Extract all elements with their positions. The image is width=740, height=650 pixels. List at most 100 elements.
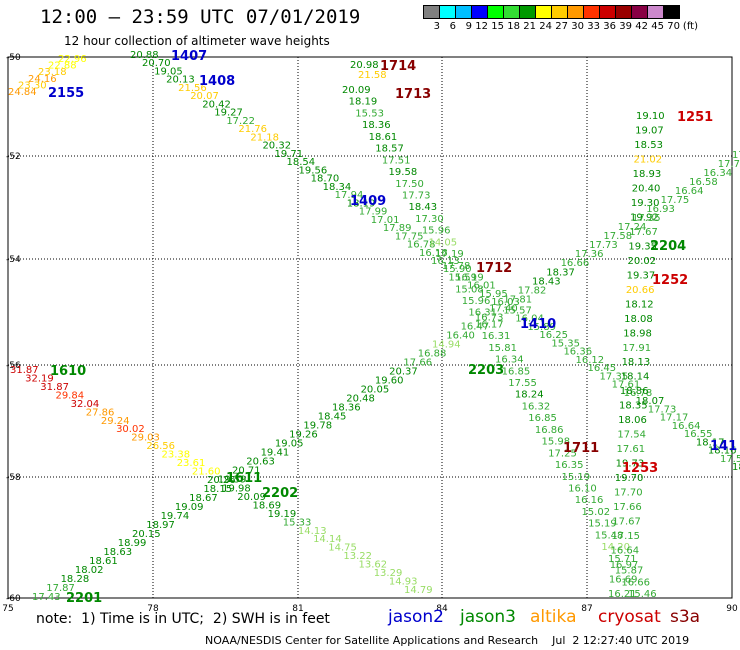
wave-height-value: 14.75: [328, 543, 357, 554]
wave-height-value: 17.43: [32, 592, 61, 603]
wave-height-value: 16.78: [407, 240, 436, 251]
legend-item-jason2: jason2: [388, 607, 444, 627]
wave-height-value: 18.24: [515, 390, 544, 401]
wave-height-value: 18.69: [252, 500, 281, 511]
wave-height-value: 23.30: [18, 80, 47, 91]
wave-height-value: 20.26: [207, 475, 236, 486]
wave-height-value: 19.30: [631, 198, 660, 209]
wave-height-value: 20.63: [246, 457, 275, 468]
legend-item-s3a: s3a: [670, 607, 701, 627]
legend-item-altika: altika: [530, 607, 577, 627]
wave-height-value: 19.05: [154, 66, 183, 77]
wave-height-value: 16.97: [610, 560, 639, 571]
wave-height-value: 17.30: [415, 214, 444, 225]
wave-height-value: 18.43: [409, 202, 438, 213]
wave-height-value: 16.66: [561, 258, 590, 269]
lon-tick-label: 84: [436, 604, 448, 614]
wave-height-value: 20.70: [142, 58, 171, 69]
wave-height-value: 26.56: [146, 441, 175, 452]
wave-height-value: 18.53: [634, 140, 663, 151]
wave-height-value: 17.67: [612, 517, 641, 528]
wave-height-value: 20.48: [346, 394, 375, 405]
wave-height-value: 21.58: [358, 70, 387, 81]
wave-height-value: 14.79: [404, 585, 433, 596]
wave-height-value: 20.02: [628, 256, 657, 267]
wave-height-value: 16.73: [475, 312, 504, 323]
wave-height-value: 29.84: [55, 390, 84, 401]
map-frame: [7, 56, 733, 599]
wave-height-value: 17.87: [46, 583, 75, 594]
pass-label: 2203: [468, 363, 504, 378]
scale-label: 3: [433, 21, 440, 32]
pass-label: 2155: [48, 86, 84, 101]
pass-label: 141: [710, 439, 737, 454]
wave-height-value: 15.59: [448, 273, 477, 284]
wave-height-value: 18.36: [362, 120, 391, 131]
wave-height-value: 19.35: [628, 241, 657, 252]
scale-label: 24: [539, 21, 552, 32]
pass-label: 1409: [350, 194, 386, 209]
wave-height-value: 14.13: [298, 526, 327, 537]
scale-label: 70: [667, 21, 680, 32]
wave-height-value: 16.85: [528, 413, 557, 424]
wave-height-value: 17.94: [335, 190, 364, 201]
wave-height-value: 15.71: [608, 554, 637, 565]
pass-label: 2202: [262, 486, 298, 501]
wave-height-value: 17.75: [395, 231, 424, 242]
wave-height-value: 18.12: [625, 299, 654, 310]
wave-height-value: 18.13: [622, 357, 651, 368]
wave-height-value: 30.02: [116, 424, 145, 435]
wave-height-value: 19.37: [627, 270, 656, 281]
wave-height-value: 16.25: [539, 330, 568, 341]
wave-height-value: 20.98: [350, 60, 379, 71]
wave-height-value: 18.35: [619, 401, 648, 412]
scale-label: 15: [491, 21, 504, 32]
wave-height-value: 16.69: [609, 575, 638, 586]
wave-height-value: 16.64: [675, 186, 704, 197]
wave-height-value: 16.47: [461, 321, 490, 332]
wave-height-value: 16.03: [491, 297, 520, 308]
wave-height-value: 19.41: [261, 448, 290, 459]
wave-height-value: 18.97: [146, 520, 175, 531]
wave-height-value: 21.60: [192, 467, 221, 478]
wave-height-value: 18.42: [732, 462, 740, 473]
wave-height-value: 16.78: [624, 388, 653, 399]
wave-height-value: 31.87: [10, 365, 39, 376]
wave-height-value: 14.20: [601, 542, 630, 553]
wave-height-value: 15.08: [455, 284, 484, 295]
wave-height-value: 17.25: [548, 448, 577, 459]
wave-height-value: 21.18: [250, 132, 279, 143]
wave-height-value: 16.01: [467, 281, 496, 292]
wave-height-value: 20.32: [262, 141, 291, 152]
lat-tick-label: -56: [6, 361, 21, 371]
wave-height-value: 17.51: [382, 155, 411, 166]
scale-label: 45: [651, 21, 664, 32]
wave-height-value: 18.34: [323, 182, 352, 193]
lat-tick-label: -60: [6, 594, 21, 604]
wave-height-value: 15.87: [615, 566, 644, 577]
credit-line: NOAA/NESDIS Center for Satellite Applica…: [205, 634, 690, 647]
wave-height-value: 24.16: [28, 74, 57, 85]
wave-height-value: 17.54: [617, 430, 646, 441]
wave-height-value: 17.01: [371, 215, 400, 226]
wave-height-value: 17.66: [613, 502, 642, 513]
scale-label: 27: [555, 21, 568, 32]
pass-label: 1407: [171, 49, 207, 64]
wave-height-value: 20.40: [632, 183, 661, 194]
wave-height-value: 14.05: [428, 237, 457, 248]
wave-height-value: 19.26: [289, 430, 318, 441]
legend-item-jason3: jason3: [460, 607, 516, 627]
scale-label: 33: [587, 21, 600, 32]
legend-item-cryosat: cryosat: [598, 607, 661, 627]
wave-height-value: 18.07: [636, 396, 665, 407]
wave-height-value: 17.36: [575, 249, 604, 260]
pass-label: 1408: [199, 74, 235, 89]
wave-height-value: 18.28: [61, 574, 90, 585]
wave-height-value: 19.56: [299, 165, 328, 176]
wave-height-value: 13.62: [359, 560, 388, 571]
wave-height-value: 17.91: [622, 343, 651, 354]
wave-height-value: 20.09: [237, 492, 266, 503]
wave-height-value: 18.63: [103, 547, 132, 558]
wave-height-value: 17.99: [359, 207, 388, 218]
